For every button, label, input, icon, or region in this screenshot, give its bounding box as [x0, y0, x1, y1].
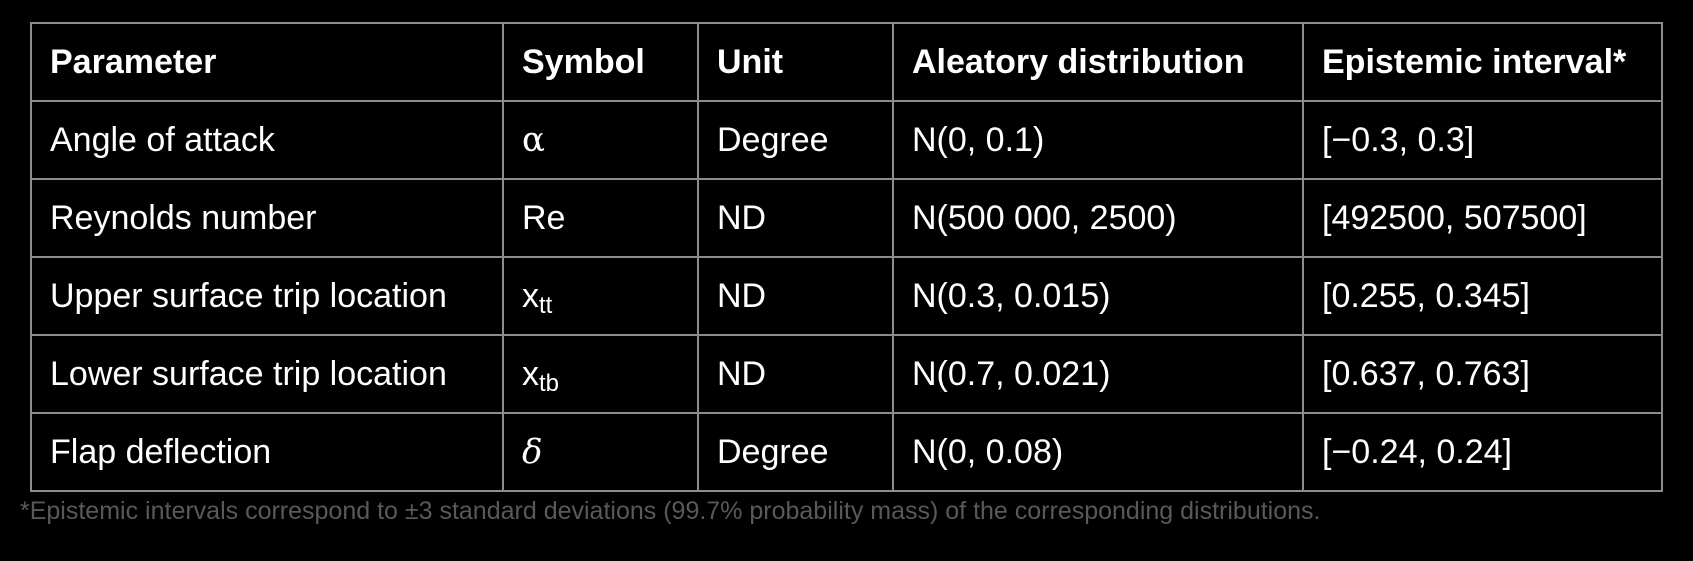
unit-cell: Degree [697, 412, 894, 492]
parameter-cell: Reynolds number [30, 178, 504, 258]
parameter-table: Parameter Symbol Unit Aleatory distribut… [30, 22, 1663, 492]
table-row: Lower surface trip location xtb ND N(0.7… [30, 334, 1663, 414]
interval-cell: [0.637, 0.763] [1302, 334, 1663, 414]
symbol-cell: δ [502, 412, 699, 492]
interval-cell: [492500, 507500] [1302, 178, 1663, 258]
unit-cell: ND [697, 256, 894, 336]
table-row: Upper surface trip location xtt ND N(0.3… [30, 256, 1663, 336]
distribution-cell: N(0.3, 0.015) [892, 256, 1304, 336]
symbol-cell: Re [502, 178, 699, 258]
header-epistemic-interval: Epistemic interval* [1302, 22, 1663, 102]
symbol-cell: xtb [502, 334, 699, 414]
distribution-cell: N(0, 0.08) [892, 412, 1304, 492]
interval-cell: [−0.24, 0.24] [1302, 412, 1663, 492]
header-symbol: Symbol [502, 22, 699, 102]
distribution-cell: N(500 000, 2500) [892, 178, 1304, 258]
header-row: Parameter Symbol Unit Aleatory distribut… [30, 22, 1663, 102]
parameter-cell: Upper surface trip location [30, 256, 504, 336]
table-row: Flap deflection δ Degree N(0, 0.08) [−0.… [30, 412, 1663, 492]
parameter-cell: Flap deflection [30, 412, 504, 492]
symbol-text: δ [522, 432, 543, 472]
unit-cell: Degree [697, 100, 894, 180]
symbol-subscript: tt [539, 291, 553, 319]
symbol-text: α [522, 120, 545, 160]
table-row: Angle of attack α Degree N(0, 0.1) [−0.3… [30, 100, 1663, 180]
symbol-text: Re [522, 198, 566, 237]
symbol-text: x [522, 354, 539, 393]
distribution-cell: N(0.7, 0.021) [892, 334, 1304, 414]
table-footnote: *Epistemic intervals correspond to ±3 st… [20, 497, 1321, 525]
parameter-cell: Lower surface trip location [30, 334, 504, 414]
header-aleatory-distribution: Aleatory distribution [892, 22, 1304, 102]
table-row: Reynolds number Re ND N(500 000, 2500) [… [30, 178, 1663, 258]
header-unit: Unit [697, 22, 894, 102]
interval-cell: [−0.3, 0.3] [1302, 100, 1663, 180]
symbol-text: x [522, 276, 539, 315]
symbol-cell: xtt [502, 256, 699, 336]
interval-cell: [0.255, 0.345] [1302, 256, 1663, 336]
unit-cell: ND [697, 334, 894, 414]
parameter-cell: Angle of attack [30, 100, 504, 180]
header-parameter: Parameter [30, 22, 504, 102]
distribution-cell: N(0, 0.1) [892, 100, 1304, 180]
unit-cell: ND [697, 178, 894, 258]
symbol-cell: α [502, 100, 699, 180]
symbol-subscript: tb [539, 369, 560, 397]
